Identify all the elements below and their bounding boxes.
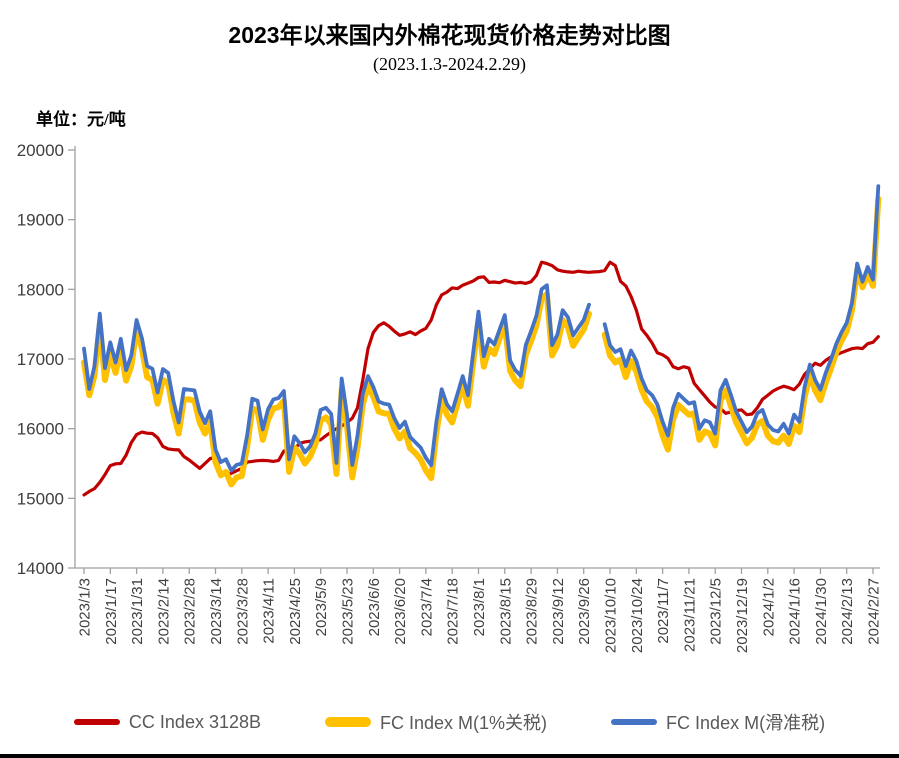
y-tick-label: 14000: [17, 559, 64, 578]
x-tick-label: 2023/4/25: [287, 578, 304, 645]
x-tick-label: 2023/12/19: [734, 578, 751, 653]
x-tick-label: 2024/1/2: [760, 578, 777, 636]
x-tick-label: 2023/11/7: [655, 578, 672, 644]
series-line-2: [82, 184, 881, 473]
y-axis-ticks: 14000 15000 16000 17000 18000 19000 20000: [17, 141, 75, 578]
legend-label-cc-index: CC Index 3128B: [128, 711, 262, 732]
legend-label-fc-index-1pct: FC Index M(1%关税): [380, 713, 548, 733]
x-tick-label: 2023/9/12: [550, 578, 567, 645]
x-tick-label: 2024/1/16: [787, 578, 804, 645]
cc-index-line-swatch: [73, 719, 120, 725]
x-tick-label: 2023/6/6: [366, 578, 383, 636]
y-tick-label: 16000: [17, 420, 64, 439]
x-tick-label: 2023/9/26: [576, 578, 593, 645]
x-tick-label: 2023/2/28: [182, 578, 199, 645]
bottom-border-bar: [0, 754, 899, 758]
x-tick-label: 2023/8/1: [471, 578, 488, 636]
x-tick-label: 2023/4/11: [261, 578, 278, 644]
x-tick-label: 2023/3/28: [234, 578, 251, 645]
x-tick-label: 2023/10/24: [629, 578, 646, 653]
y-tick-label: 15000: [17, 489, 64, 508]
x-tick-label: 2023/2/14: [155, 578, 172, 645]
y-tick-label: 19000: [17, 211, 64, 230]
unit-label: 单位：元/吨: [36, 110, 126, 129]
legend-item-fc-index-sliding-duty: FC Index M(滑准税): [611, 709, 825, 735]
y-tick-label: 20000: [17, 141, 64, 160]
x-tick-label: 2024/2/27: [866, 578, 883, 645]
x-tick-label: 2024/1/30: [813, 578, 830, 645]
legend-label-fc-index-sliding: FC Index M(滑准税): [666, 713, 826, 733]
legend-item-fc-index-1pct-tariff: FC Index M(1%关税): [325, 709, 547, 735]
x-tick-label: 2023/7/4: [418, 578, 435, 636]
chart-subtitle: (2023.1.3-2024.2.29): [373, 54, 526, 74]
fc-index-1pct-line-swatch: [325, 717, 372, 727]
x-tick-label: 2023/1/3: [77, 578, 94, 636]
x-axis-ticks: 2023/1/3 2023/1/17 2023/1/31 2023/2/14 2023/…: [77, 568, 883, 653]
x-tick-label: 2023/10/10: [603, 578, 620, 653]
y-tick-label: 18000: [17, 280, 64, 299]
x-tick-label: 2023/8/15: [497, 578, 514, 645]
x-tick-label: 2023/7/18: [445, 578, 462, 645]
x-tick-label: 2023/5/9: [313, 578, 330, 636]
x-tick-label: 2023/8/29: [524, 578, 541, 645]
chart-title: 2023年以来国内外棉花现货价格走势对比图: [228, 22, 671, 48]
x-tick-label: 2023/1/31: [129, 578, 146, 645]
x-tick-label: 2023/3/14: [208, 578, 225, 645]
legend-item-cc-index-3128b: CC Index 3128B: [73, 711, 262, 733]
legend: CC Index 3128B FC Index M(1%关税) FC Index…: [0, 702, 899, 742]
series-line-0: [82, 260, 880, 497]
x-tick-label: 2023/11/21: [681, 578, 698, 652]
x-tick-label: 2023/5/23: [340, 578, 357, 645]
x-tick-label: 2024/2/13: [839, 578, 856, 645]
x-tick-label: 2023/12/5: [708, 578, 725, 645]
x-tick-label: 2023/1/17: [103, 578, 120, 645]
axes: [74, 146, 880, 569]
x-tick-label: 2023/6/20: [392, 578, 409, 645]
fc-index-sliding-line-swatch: [611, 718, 658, 726]
y-tick-label: 17000: [17, 350, 64, 369]
